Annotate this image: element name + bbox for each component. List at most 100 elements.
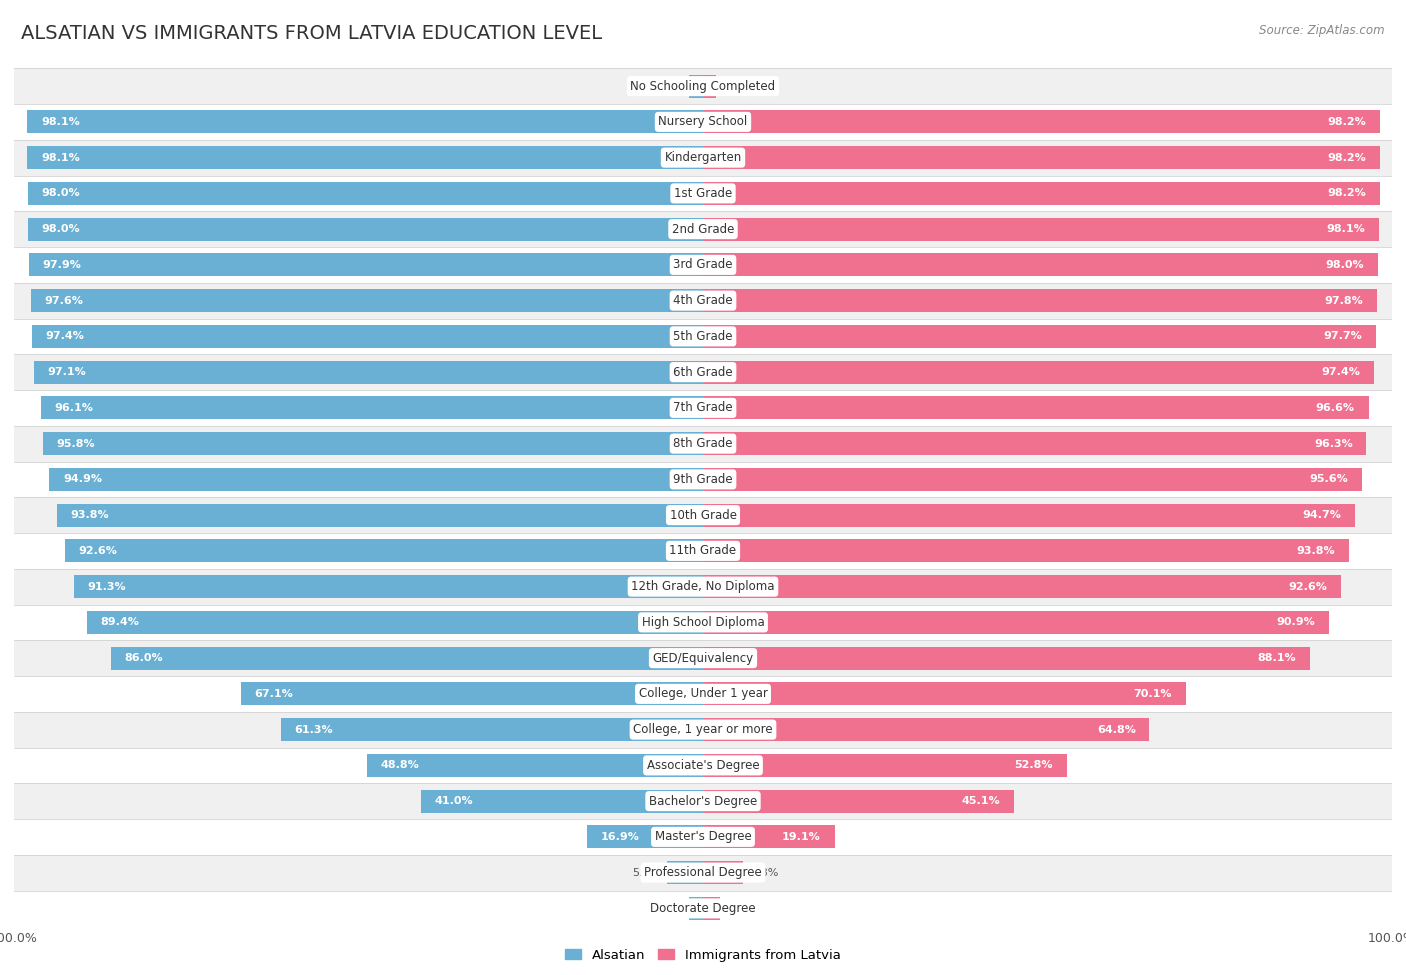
Bar <box>14 748 1392 783</box>
Text: 98.0%: 98.0% <box>42 224 80 234</box>
Bar <box>14 176 1392 212</box>
Bar <box>703 610 1329 634</box>
Bar <box>31 289 703 312</box>
Text: 98.0%: 98.0% <box>42 188 80 198</box>
Text: 97.6%: 97.6% <box>45 295 83 305</box>
Text: 5.2%: 5.2% <box>631 868 661 878</box>
Bar <box>703 361 1374 384</box>
Text: 95.8%: 95.8% <box>56 439 96 448</box>
Text: 86.0%: 86.0% <box>124 653 163 663</box>
Bar <box>703 432 1367 455</box>
Text: 88.1%: 88.1% <box>1257 653 1296 663</box>
Text: 3rd Grade: 3rd Grade <box>673 258 733 271</box>
Text: No Schooling Completed: No Schooling Completed <box>630 80 776 93</box>
Bar <box>87 610 703 634</box>
Bar <box>240 682 703 706</box>
Bar <box>14 68 1392 104</box>
Text: GED/Equivalency: GED/Equivalency <box>652 651 754 665</box>
Bar <box>703 539 1350 563</box>
Bar <box>14 354 1392 390</box>
Text: 93.8%: 93.8% <box>1296 546 1336 556</box>
Bar <box>703 790 1014 813</box>
Bar <box>420 790 703 813</box>
Text: 98.2%: 98.2% <box>1327 153 1365 163</box>
Text: 6th Grade: 6th Grade <box>673 366 733 378</box>
Bar <box>703 74 716 98</box>
Text: 96.6%: 96.6% <box>1316 403 1355 412</box>
Text: 98.2%: 98.2% <box>1327 188 1365 198</box>
Text: Professional Degree: Professional Degree <box>644 866 762 879</box>
Text: High School Diploma: High School Diploma <box>641 616 765 629</box>
Bar <box>668 861 703 884</box>
Bar <box>703 217 1379 241</box>
Text: 52.8%: 52.8% <box>1015 760 1053 770</box>
Bar <box>703 325 1376 348</box>
Text: 98.2%: 98.2% <box>1327 117 1365 127</box>
Text: 92.6%: 92.6% <box>79 546 118 556</box>
Text: 10th Grade: 10th Grade <box>669 509 737 522</box>
Bar <box>111 646 703 670</box>
Bar <box>14 139 1392 176</box>
Text: 9th Grade: 9th Grade <box>673 473 733 486</box>
Bar <box>14 819 1392 855</box>
Bar <box>14 104 1392 139</box>
Bar <box>49 468 703 491</box>
Bar <box>14 533 1392 568</box>
Bar <box>703 468 1361 491</box>
Bar <box>703 254 1378 277</box>
Bar <box>14 783 1392 819</box>
Text: 89.4%: 89.4% <box>101 617 139 627</box>
Bar <box>586 825 703 848</box>
Text: 4th Grade: 4th Grade <box>673 294 733 307</box>
Bar <box>28 254 703 277</box>
Text: 97.4%: 97.4% <box>1322 368 1360 377</box>
Text: 11th Grade: 11th Grade <box>669 544 737 558</box>
Bar <box>703 181 1379 205</box>
Bar <box>44 432 703 455</box>
Text: 64.8%: 64.8% <box>1097 724 1136 734</box>
Text: 41.0%: 41.0% <box>434 797 472 806</box>
Bar <box>27 146 703 170</box>
Text: 91.3%: 91.3% <box>87 582 127 592</box>
Bar <box>14 676 1392 712</box>
Bar <box>689 74 703 98</box>
Bar <box>65 539 703 563</box>
Text: 2.4%: 2.4% <box>727 904 755 914</box>
Text: 97.7%: 97.7% <box>1323 332 1362 341</box>
Text: 97.4%: 97.4% <box>46 332 84 341</box>
Bar <box>56 503 703 526</box>
Text: 93.8%: 93.8% <box>70 510 110 520</box>
Text: 5.8%: 5.8% <box>749 868 779 878</box>
Bar <box>14 461 1392 497</box>
Text: 1st Grade: 1st Grade <box>673 187 733 200</box>
Text: College, Under 1 year: College, Under 1 year <box>638 687 768 700</box>
Bar <box>14 855 1392 890</box>
Bar <box>27 110 703 134</box>
Text: Doctorate Degree: Doctorate Degree <box>650 902 756 915</box>
Bar <box>14 568 1392 604</box>
Bar <box>75 575 703 599</box>
Text: Kindergarten: Kindergarten <box>665 151 741 164</box>
Bar <box>703 110 1379 134</box>
Text: 48.8%: 48.8% <box>381 760 419 770</box>
Bar <box>703 682 1185 706</box>
Text: Master's Degree: Master's Degree <box>655 831 751 843</box>
Bar <box>703 646 1310 670</box>
Bar <box>14 712 1392 748</box>
Bar <box>14 212 1392 247</box>
Text: 19.1%: 19.1% <box>782 832 821 841</box>
Text: 12th Grade, No Diploma: 12th Grade, No Diploma <box>631 580 775 593</box>
Text: 94.9%: 94.9% <box>63 475 103 485</box>
Text: 67.1%: 67.1% <box>254 689 294 699</box>
Text: 70.1%: 70.1% <box>1133 689 1173 699</box>
Bar <box>703 718 1150 741</box>
Bar <box>34 361 703 384</box>
Text: 94.7%: 94.7% <box>1303 510 1341 520</box>
Bar <box>14 319 1392 354</box>
Bar <box>703 289 1376 312</box>
Text: 8th Grade: 8th Grade <box>673 437 733 450</box>
Text: Bachelor's Degree: Bachelor's Degree <box>650 795 756 807</box>
Bar <box>14 247 1392 283</box>
Text: ALSATIAN VS IMMIGRANTS FROM LATVIA EDUCATION LEVEL: ALSATIAN VS IMMIGRANTS FROM LATVIA EDUCA… <box>21 24 602 43</box>
Text: 7th Grade: 7th Grade <box>673 402 733 414</box>
